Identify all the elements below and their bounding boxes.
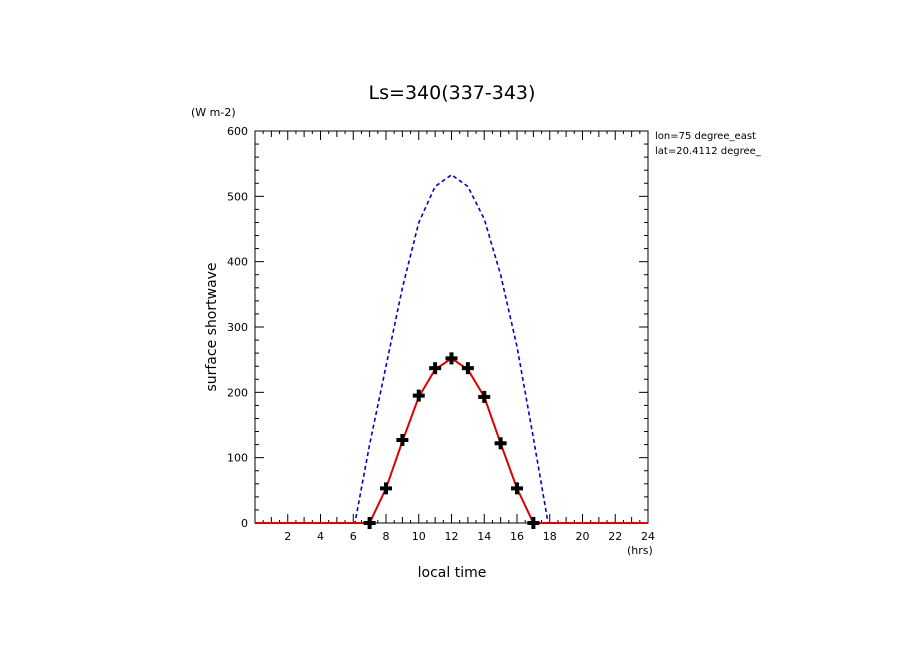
- x-tick-label: 20: [576, 530, 590, 543]
- x-tick-label: 8: [383, 530, 390, 543]
- y-tick-label: 300: [227, 321, 248, 334]
- data-point-marker: [396, 434, 409, 447]
- y-axis-label: surface shortwave: [204, 262, 220, 391]
- marker-hbar: [429, 366, 442, 371]
- y-tick-label: 100: [227, 452, 248, 465]
- data-point-marker: [511, 482, 523, 495]
- x-unit-label: (hrs): [627, 544, 653, 557]
- data-point-marker: [429, 362, 442, 375]
- x-tick-label: 4: [317, 530, 324, 543]
- x-axis-label: local time: [418, 565, 487, 581]
- marker-hbar: [396, 438, 409, 443]
- x-tick-label: 24: [641, 530, 655, 543]
- data-point-marker: [380, 482, 392, 495]
- annotation-lon: lon=75 degree_east: [655, 131, 756, 142]
- x-tick-label: 12: [445, 530, 459, 543]
- y-tick-label: 600: [227, 125, 248, 138]
- x-tick-label: 22: [608, 530, 622, 543]
- data-point-marker: [445, 352, 458, 365]
- chart-title: Ls=340(337-343): [369, 82, 536, 104]
- plot-frame: [254, 130, 649, 524]
- annotation-lat: lat=20.4112 degree_: [655, 146, 762, 157]
- data-point-marker: [478, 390, 491, 403]
- marker-hbar: [478, 394, 491, 399]
- data-point-marker: [461, 362, 474, 375]
- x-tick-label: 16: [510, 530, 524, 543]
- series-line-dashed: [255, 173, 648, 524]
- y-tick-label: 200: [227, 386, 248, 399]
- x-tick-label: 10: [412, 530, 426, 543]
- data-point-marker: [363, 517, 376, 529]
- marker-hbar: [527, 521, 540, 525]
- y-tick-label: 400: [227, 256, 248, 269]
- marker-hbar: [461, 366, 474, 371]
- marker-hbar: [511, 486, 523, 491]
- data-point-marker: [527, 517, 540, 529]
- marker-hbar: [494, 441, 507, 446]
- marker-hbar: [363, 521, 376, 525]
- y-unit-label: (W m-2): [191, 106, 236, 119]
- x-tick-label: 14: [477, 530, 491, 543]
- series-layer: [255, 173, 648, 529]
- x-tick-label: 2: [284, 530, 291, 543]
- marker-hbar: [412, 393, 425, 398]
- x-tick-label: 6: [350, 530, 357, 543]
- data-point-marker: [412, 389, 425, 402]
- y-tick-label: 0: [241, 517, 248, 530]
- x-tick-label: 18: [543, 530, 557, 543]
- y-tick-label: 500: [227, 190, 248, 203]
- marker-hbar: [380, 486, 392, 491]
- data-point-marker: [494, 437, 507, 450]
- marker-hbar: [445, 356, 458, 361]
- series-line-solid: [255, 357, 648, 524]
